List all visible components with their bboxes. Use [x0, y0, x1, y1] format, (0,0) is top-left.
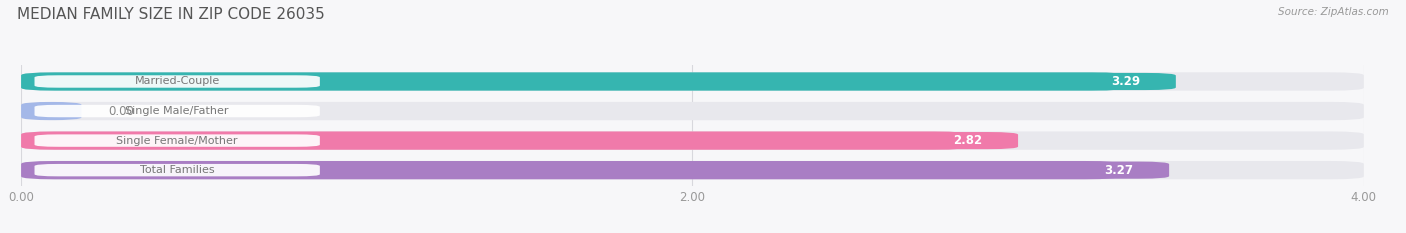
FancyBboxPatch shape	[21, 161, 1364, 179]
FancyBboxPatch shape	[35, 164, 319, 176]
FancyBboxPatch shape	[21, 131, 967, 150]
FancyBboxPatch shape	[917, 132, 1018, 149]
Text: 2.82: 2.82	[953, 134, 983, 147]
FancyBboxPatch shape	[21, 72, 1364, 91]
FancyBboxPatch shape	[21, 102, 1364, 120]
Text: MEDIAN FAMILY SIZE IN ZIP CODE 26035: MEDIAN FAMILY SIZE IN ZIP CODE 26035	[17, 7, 325, 22]
Text: Single Female/Mother: Single Female/Mother	[117, 136, 238, 146]
FancyBboxPatch shape	[35, 75, 319, 88]
FancyBboxPatch shape	[1069, 161, 1170, 179]
FancyBboxPatch shape	[35, 105, 319, 117]
FancyBboxPatch shape	[1076, 73, 1175, 90]
FancyBboxPatch shape	[21, 161, 1119, 179]
FancyBboxPatch shape	[21, 72, 1125, 91]
Text: 3.27: 3.27	[1104, 164, 1133, 177]
FancyBboxPatch shape	[21, 131, 1364, 150]
Text: 3.29: 3.29	[1111, 75, 1140, 88]
Text: Single Male/Father: Single Male/Father	[125, 106, 229, 116]
FancyBboxPatch shape	[35, 134, 319, 147]
Text: Total Families: Total Families	[139, 165, 215, 175]
Text: 0.00: 0.00	[108, 105, 134, 117]
Text: Source: ZipAtlas.com: Source: ZipAtlas.com	[1278, 7, 1389, 17]
Text: Married-Couple: Married-Couple	[135, 76, 219, 86]
FancyBboxPatch shape	[21, 102, 82, 120]
